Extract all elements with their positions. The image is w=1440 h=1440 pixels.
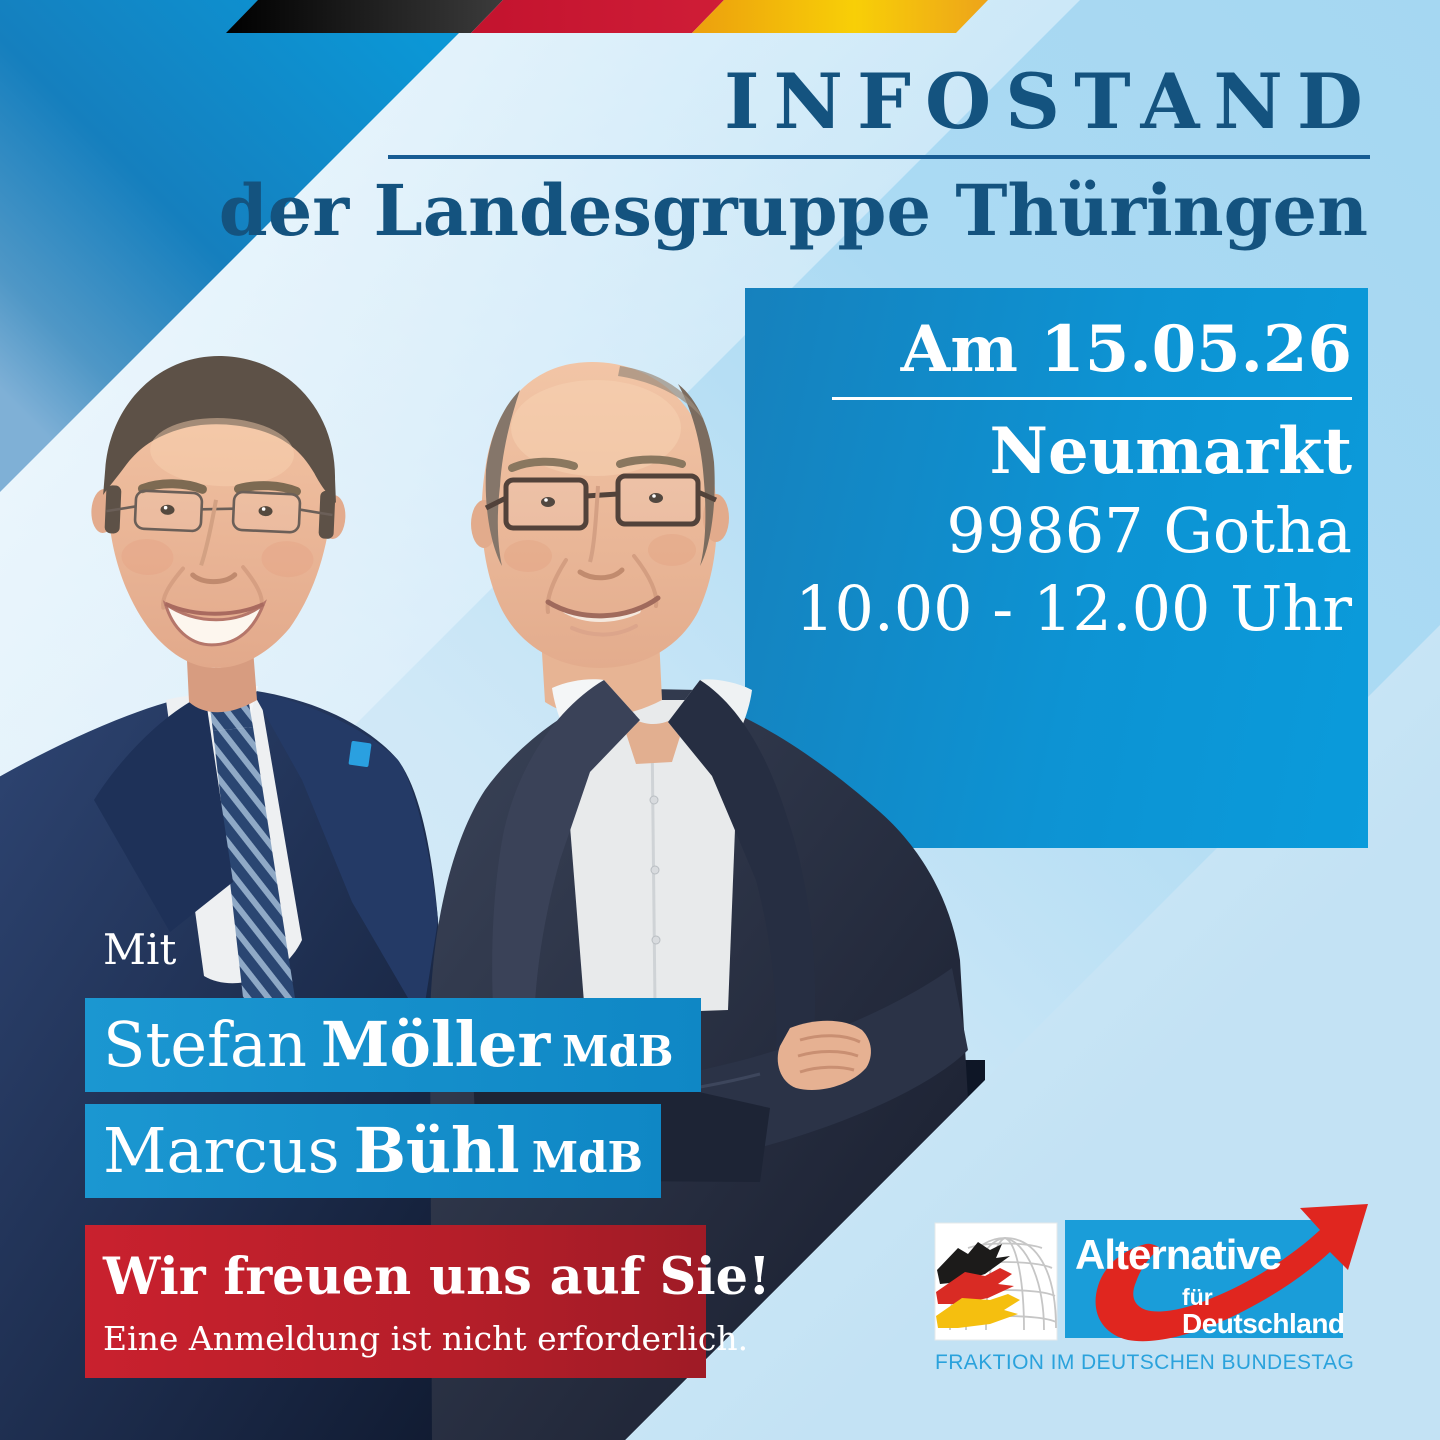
flag-brush-gold [936, 1294, 1020, 1328]
flag-gold-segment [692, 0, 988, 33]
headline-divider [388, 155, 1370, 159]
rimless-glasses [106, 489, 333, 534]
smiling-mouth [545, 595, 661, 619]
event-location: Neumarkt [989, 414, 1352, 489]
eyebrow [234, 481, 301, 496]
speaker-title-suffix: MdB [562, 1027, 674, 1076]
cta-title: Wir freuen uns auf Sie! [103, 1247, 771, 1307]
speaker-last-name: Bühl [353, 1114, 520, 1187]
hair [103, 356, 336, 504]
event-city: 99867 Gotha [946, 494, 1352, 567]
hair [485, 390, 520, 566]
with-label: Mit [103, 925, 177, 974]
flag-brush-red [936, 1268, 1014, 1304]
cta-banner: Wir freuen uns auf Sie! Eine Anmeldung i… [85, 1225, 770, 1378]
speaker-first-name: Marcus [103, 1114, 340, 1187]
eyebrow [137, 479, 207, 494]
speaker-bar-stefan-moeller: Stefan Möller MdB [85, 998, 701, 1092]
flag-black-segment [226, 0, 503, 33]
event-info-box: Am 15.05.26 Neumarkt 99867 Gotha 10.00 -… [745, 288, 1368, 848]
speaker-last-name: Möller [320, 1008, 551, 1081]
rectangular-glasses [484, 473, 718, 531]
event-date: Am 15.05.26 [900, 312, 1352, 387]
afd-logo [1065, 1204, 1368, 1342]
page-title: INFOSTAND [724, 57, 1377, 146]
speaker-first-name: Stefan [103, 1008, 307, 1081]
flag-brush-black [937, 1242, 1010, 1284]
german-flag-stripe [226, 0, 988, 33]
page-subtitle: der Landesgruppe Thüringen [218, 169, 1368, 252]
event-box-divider [832, 397, 1352, 400]
speaker-title-suffix: MdB [531, 1133, 644, 1182]
afd-logo-text-deutschland: Deutschland [1182, 1308, 1345, 1339]
lapel-pin [348, 740, 372, 768]
reichstag-globe-logo [934, 1222, 1058, 1341]
flag-red-segment [471, 0, 724, 33]
event-time: 10.00 - 12.00 Uhr [795, 572, 1352, 645]
cta-subtitle: Eine Anmeldung ist nicht erforderlich. [103, 1319, 749, 1358]
smiling-mouth [162, 599, 267, 647]
speaker-bar-marcus-buehl: Marcus Bühl MdB [85, 1104, 661, 1198]
eyebrow [616, 455, 686, 468]
hair [678, 384, 715, 566]
eyebrow [508, 457, 578, 472]
afd-logo-arrow [1095, 1204, 1368, 1342]
afd-logo-text-alternative: Alternative [1075, 1231, 1282, 1278]
fraktion-caption: FRAKTION IM DEUTSCHEN BUNDESTAG [935, 1351, 1355, 1374]
afd-logo-text-fuer: für [1182, 1284, 1213, 1310]
